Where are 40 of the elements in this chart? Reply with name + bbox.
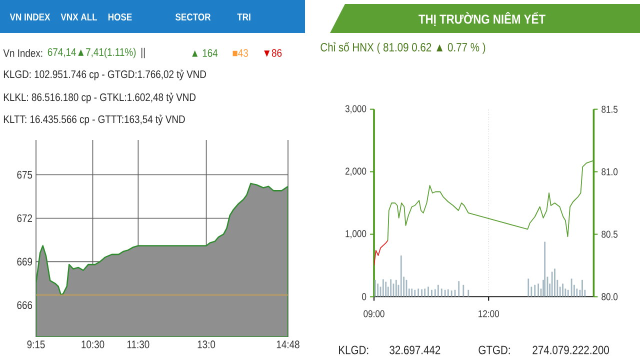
- y2-tick-label: 80.0: [602, 293, 618, 300]
- y2-tick-label: 81.5: [602, 106, 618, 113]
- text: GTGD:: [478, 346, 510, 354]
- x-tick-label: 10:30: [82, 340, 104, 348]
- text: KLGD:: [339, 346, 368, 354]
- y-tick-label: 0: [362, 293, 366, 300]
- text: HOSE: [108, 13, 132, 21]
- text: KLTT: 16.435.566 cp - GTTT:163,54 tỷ VND: [4, 114, 185, 126]
- chart-title: THỊ TRƯỜNG NIÊM YẾT: [418, 12, 546, 26]
- y-tick-label: 1,000: [346, 230, 366, 238]
- text: 32.697.442: [390, 346, 440, 354]
- chart-title: Vn Index:: [3, 48, 42, 58]
- text: KLKL: 86.516.180 cp - GTKL:1.602,48 tỷ VND: [4, 92, 196, 104]
- y-tick-label: 672: [17, 214, 32, 222]
- y-tick-label: 669: [17, 258, 32, 266]
- y-tick-label: 2,000: [345, 168, 366, 176]
- chart-subtitle: Chỉ số HNX ( 81.09 0.62 ▲ 0.77 % ): [320, 42, 486, 54]
- x-tick-label: 11:30: [127, 340, 150, 348]
- line-series: [387, 160, 594, 241]
- y2-tick-label: 81.0: [602, 168, 618, 176]
- text: ▼86: [264, 49, 282, 57]
- text: ▲ 164: [192, 49, 218, 57]
- x-tick-label: 14:48: [276, 340, 300, 348]
- x-tick-label: 09:00: [364, 310, 384, 318]
- text: SECTOR: [175, 13, 211, 21]
- text: ||: [141, 48, 145, 58]
- x-tick-label: 9:15: [27, 340, 45, 348]
- text: 674,14▲7,41(1.11%): [48, 48, 136, 58]
- text: 274.079.222.200: [532, 346, 609, 354]
- chart-subtitle: KLGD: 102.951.746 cp - GTGD:1.766,02 tỷ VND: [4, 70, 206, 80]
- x-tick-label: 13:0: [198, 340, 216, 348]
- text: ■43: [232, 49, 248, 57]
- text: TRI: [237, 14, 250, 20]
- y-tick-label: 675: [17, 170, 32, 179]
- text: VN INDEX: [10, 14, 50, 20]
- y-tick-label: 666: [17, 301, 32, 310]
- y-tick-label: 3,000: [345, 105, 366, 114]
- text: VNX ALL: [60, 14, 98, 20]
- y2-tick-label: 80.5: [602, 230, 618, 238]
- x-tick-label: 12:00: [478, 310, 500, 318]
